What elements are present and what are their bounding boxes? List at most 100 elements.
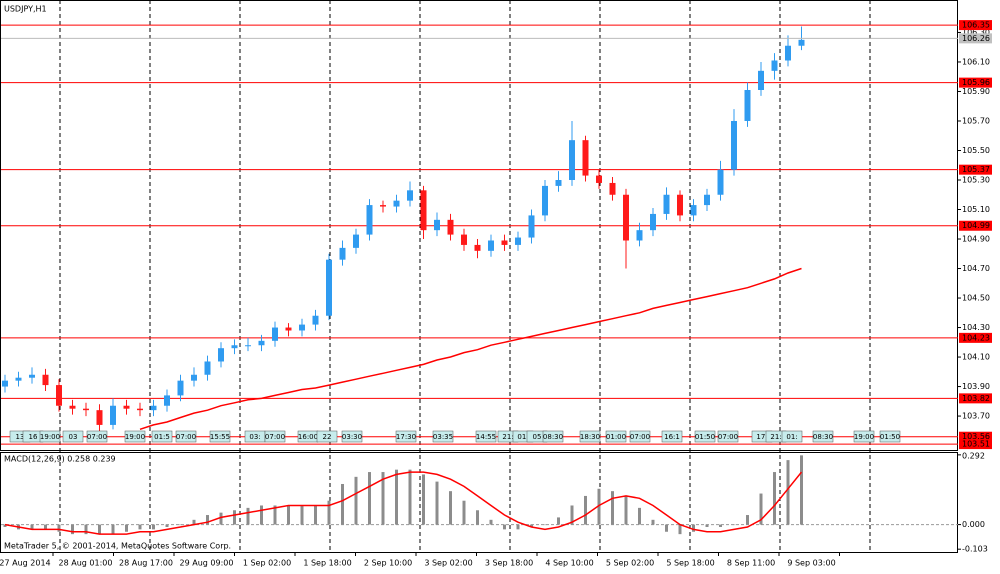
macd-bar: [30, 524, 34, 530]
macd-y-tick-label: 0.292: [962, 452, 985, 461]
candle-body: [245, 345, 251, 347]
trade-label: 16: [29, 433, 38, 441]
trade-label: 19:00: [854, 433, 874, 441]
macd-bar: [192, 519, 196, 525]
footer: MetaTrader 5, © 2001-2014, MetaQuotes So…: [4, 542, 231, 551]
trade-label-box: [853, 430, 875, 443]
candle-body: [393, 200, 400, 207]
candle-body: [2, 380, 8, 387]
moving-average: [139, 267, 802, 431]
chart-title: USDJPY,H1: [4, 5, 47, 14]
trade-label-box: [717, 430, 739, 443]
candle-body: [515, 237, 521, 245]
candle-body: [15, 377, 22, 381]
macd-bar: [381, 472, 385, 525]
candle-body: [609, 182, 616, 195]
x-tick-label: 3 Sep 18:00: [485, 559, 533, 568]
y-tick-label: 105.70: [962, 116, 990, 125]
macd-bar: [597, 488, 601, 525]
candle-body: [83, 408, 89, 411]
candle-body: [42, 374, 49, 386]
macd-bar: [678, 524, 682, 535]
trade-label: 19:00: [40, 433, 60, 441]
candle-body: [704, 194, 710, 206]
macd-bar: [57, 524, 61, 532]
trade-label-box: [151, 430, 173, 443]
level-label: 103.82: [962, 394, 990, 403]
trade-label-box: [39, 430, 61, 443]
macd-bar: [125, 524, 128, 532]
level-label: 105.37: [962, 165, 990, 174]
trade-label: 08:30: [543, 433, 563, 441]
macd-bar: [395, 469, 398, 525]
candle-body: [150, 405, 157, 411]
x-tick-label: 3 Sep 02:00: [424, 559, 472, 568]
macd-bar: [71, 524, 74, 535]
y-tick-label: 105.90: [962, 87, 990, 96]
candle-body: [110, 405, 116, 425]
macd-bar: [422, 474, 425, 525]
macd-bar: [287, 505, 290, 525]
trade-label: 19:00: [125, 433, 145, 441]
macd-bar: [543, 524, 547, 526]
y-tick-label: 105.30: [962, 176, 990, 185]
trade-label-box: [781, 430, 803, 443]
x-tick-label: 28 Aug 17:00: [119, 559, 173, 568]
trade-label: 03:35: [433, 433, 453, 441]
candle-body: [285, 327, 292, 331]
macd-bar: [368, 472, 371, 525]
y-tick-label: 106.10: [962, 57, 990, 66]
candle-body: [326, 259, 332, 316]
candle-body: [677, 194, 683, 216]
macd-bar: [179, 524, 182, 526]
macd-bar: [233, 510, 236, 525]
candle-body: [731, 120, 737, 170]
x-tick-label: 1 Sep 02:00: [243, 559, 291, 568]
y-tick-label: 104.70: [962, 264, 990, 273]
y-tick-label: 104.10: [962, 353, 990, 362]
macd-bar: [84, 524, 88, 535]
level-label-box: [959, 439, 992, 450]
macd-bar: [638, 507, 641, 525]
trade-label-box: [694, 430, 716, 443]
trade-label: 07:00: [87, 433, 107, 441]
macd-bar: [138, 524, 142, 530]
macd-bar: [516, 524, 520, 530]
macd-bar: [759, 493, 763, 525]
candle-body: [366, 205, 373, 235]
candle-body: [690, 205, 697, 216]
candle-body: [272, 327, 278, 341]
candle-body: [501, 240, 508, 245]
trade-label: 22: [323, 433, 332, 441]
y-tick-label: 105.10: [962, 205, 990, 214]
trade-label: 15:55: [210, 433, 230, 441]
macd-y-tick-label: -0.103: [962, 545, 988, 554]
macd-bar: [435, 481, 439, 525]
candle-body: [542, 185, 548, 216]
x-tick-label: 2 Sep 10:00: [364, 559, 412, 568]
candle-body: [434, 219, 440, 231]
trade-label: 03:: [249, 433, 260, 441]
trade-label: 17:30: [396, 433, 416, 441]
trade-label-box: [432, 430, 454, 443]
trade-label: 17:: [756, 433, 767, 441]
trade-label: 13: [16, 433, 25, 441]
candle-body: [488, 240, 494, 251]
trade-label-box: [395, 430, 417, 443]
macd-y-tick-label: 0.000: [962, 520, 985, 529]
macd-bar: [476, 510, 479, 525]
candle-body: [380, 205, 386, 207]
candle-body: [528, 215, 535, 238]
y-tick-label: 105.50: [962, 146, 990, 155]
macd-bar: [624, 495, 628, 525]
level-label: 104.23: [962, 333, 990, 342]
trade-label-box: [605, 430, 627, 443]
trade-label: 03: [69, 433, 78, 441]
trade-label-box: [264, 430, 286, 443]
trade-label: 16:00: [298, 433, 318, 441]
x-tick-label: 9 Sep 03:00: [787, 559, 835, 568]
macd-bar: [462, 500, 466, 525]
candle-body: [461, 234, 467, 245]
